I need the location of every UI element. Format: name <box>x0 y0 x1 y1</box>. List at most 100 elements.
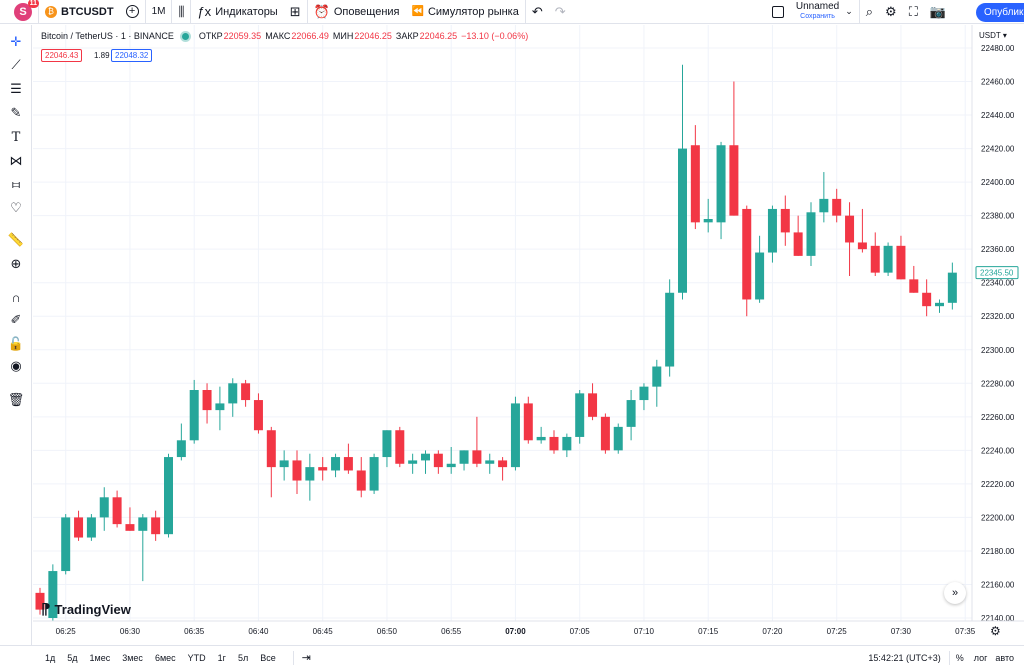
candles-icon: ⫼ <box>178 4 185 19</box>
interval-button[interactable]: 1M <box>146 0 173 24</box>
time-tick-label: 06:55 <box>441 627 462 636</box>
sell-button[interactable]: 22046.43 <box>41 49 83 62</box>
compare-symbol-button[interactable]: + <box>120 0 146 24</box>
user-menu[interactable]: S 11 <box>0 0 39 24</box>
auto-toggle[interactable]: авто <box>995 652 1014 663</box>
text-icon: T <box>11 129 21 145</box>
layout-icon-button[interactable] <box>766 0 790 24</box>
range-button[interactable]: YTD <box>187 652 206 663</box>
pencil-lock-icon: ✐ <box>10 312 22 327</box>
time-tick-label: 06:45 <box>313 627 334 636</box>
time-tick-label: 07:25 <box>827 627 848 636</box>
avatar[interactable]: S 11 <box>14 0 39 21</box>
zoom-in-icon: ⊕ <box>10 256 22 271</box>
candle-body <box>421 453 430 461</box>
lock-drawings-tool[interactable]: 🔓 <box>6 335 26 353</box>
candle-body <box>356 470 366 491</box>
crosshair-icon: ✛ <box>10 34 22 49</box>
candle-body <box>793 232 803 256</box>
fullscreen-icon: ⛶ <box>908 4 918 19</box>
range-button[interactable]: 5л <box>237 652 249 663</box>
price-tick-label: 22240.00 <box>981 446 1015 455</box>
currency-selector[interactable]: USDT ▾ <box>979 31 1007 40</box>
ruler-tool[interactable]: 📏 <box>6 231 26 249</box>
remove-drawings-tool[interactable]: 🗑 <box>6 391 26 409</box>
candle-body <box>665 292 675 367</box>
candle-body <box>331 457 341 471</box>
candle-body <box>151 517 161 535</box>
range-button[interactable]: 1мес <box>89 652 111 663</box>
buy-button[interactable]: 22048.32 <box>111 49 153 62</box>
quick-search-button[interactable]: ⌕ <box>860 0 879 24</box>
stay-drawing-tool[interactable]: ✐ <box>6 311 26 329</box>
goto-date-button[interactable]: ⇥ <box>302 651 311 664</box>
candle-body <box>112 497 122 525</box>
indicators-button[interactable]: ƒx Индикаторы <box>197 4 278 19</box>
open-value: 22059.35 <box>223 31 262 41</box>
alarm-clock-icon: ⏰ <box>313 4 330 19</box>
price-tick-label: 22400.00 <box>981 178 1015 187</box>
price-tick-label: 22480.00 <box>981 44 1015 53</box>
range-button[interactable]: 3мес <box>122 652 143 663</box>
clock[interactable]: 15:42:21 (UTC+3) <box>868 652 941 663</box>
candle-body <box>729 145 739 216</box>
indicators-icon: ƒx <box>197 4 212 19</box>
current-price-label-box <box>975 266 1019 280</box>
candle-body <box>369 457 379 491</box>
scale-settings-button[interactable]: ⚙ <box>990 624 1001 638</box>
snapshot-button[interactable]: 📷 <box>924 0 952 24</box>
candle-body <box>806 212 816 256</box>
text-tool[interactable]: T <box>6 128 26 146</box>
double-chevron-right-icon: » <box>951 587 959 599</box>
candle-body <box>935 302 944 307</box>
templates-button[interactable]: ⊞ <box>284 0 308 24</box>
hide-drawings-tool[interactable]: ◉ <box>6 357 26 375</box>
range-button[interactable]: 1г <box>217 652 226 663</box>
chart-type-button[interactable]: ⫼ <box>172 0 192 24</box>
pattern-tool[interactable]: ⋈ <box>6 152 26 170</box>
fib-tool[interactable]: ☰ <box>6 80 26 98</box>
symbol-title[interactable]: Bitcoin / TetherUS · 1 · BINANCE <box>41 31 174 41</box>
time-tick-label: 06:30 <box>120 627 141 636</box>
tradingview-logo[interactable]: ⁋ TradingView <box>41 601 131 618</box>
percent-toggle[interactable]: % <box>955 652 964 663</box>
publish-button[interactable]: Опублико <box>976 3 1024 22</box>
crosshair-tool[interactable]: ✛ <box>6 33 26 51</box>
replay-button[interactable]: ⏪ Симулятор рынка <box>406 0 526 24</box>
price-tick-label: 22200.00 <box>981 513 1015 522</box>
brush-tool[interactable]: ✎ <box>6 104 26 122</box>
range-button[interactable]: Все <box>260 652 276 663</box>
scroll-to-realtime-button[interactable]: » <box>944 582 966 604</box>
magnet-tool[interactable]: ∩ <box>6 288 26 306</box>
candle-body <box>767 208 777 253</box>
alerts-button[interactable]: ⏰ Оповещения <box>313 4 400 19</box>
fullscreen-button[interactable]: ⛶ <box>903 0 924 24</box>
candles-layer <box>35 64 957 622</box>
candle-body <box>228 383 238 404</box>
log-toggle[interactable]: лог <box>973 652 988 663</box>
price-tick-label: 22160.00 <box>981 580 1015 589</box>
candle-body <box>780 208 790 233</box>
symbol-search-button[interactable]: ₿ BTCUSDT <box>39 0 120 24</box>
redo-button[interactable]: ↷ <box>549 0 572 24</box>
layout-menu-button[interactable]: Unnamed Сохранить ⌄ <box>790 0 860 24</box>
undo-button[interactable]: ↶ <box>526 0 549 24</box>
time-scale: 06:25 06:30 06:35 06:40 06:45 06:50 06:55 07:00… <box>33 620 1024 636</box>
settings-button[interactable]: ⚙ <box>879 0 903 24</box>
prediction-tool[interactable]: ⧦ <box>6 175 26 193</box>
range-button[interactable]: 5д <box>67 652 78 663</box>
gear-icon: ⚙ <box>885 4 897 19</box>
ruler-icon: 📏 <box>7 232 25 247</box>
candle-body <box>845 215 855 243</box>
range-button[interactable]: 1д <box>45 652 56 663</box>
fib-lines-icon: ☰ <box>10 81 22 96</box>
zoom-tool[interactable]: ⊕ <box>6 255 26 273</box>
range-button[interactable]: 6мес <box>154 652 176 663</box>
candle-body <box>896 245 906 280</box>
favorites-tool[interactable]: ♡ <box>6 199 26 217</box>
candle-body <box>459 450 469 464</box>
current-price-label: 22345.50 <box>980 269 1014 278</box>
trend-line-tool[interactable]: ⟋ <box>6 56 26 74</box>
candle-body <box>485 460 495 464</box>
